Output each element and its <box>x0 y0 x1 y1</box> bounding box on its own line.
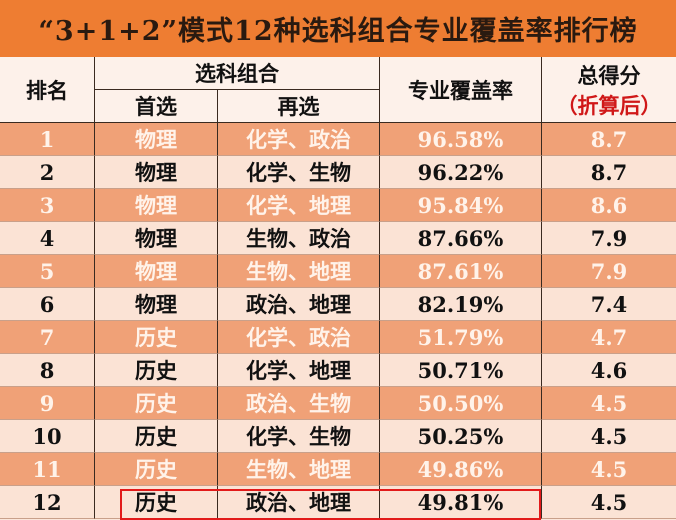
table-row: 5 物理 生物、地理 87.61% 7.9 <box>0 255 676 288</box>
cell-score: 8.6 <box>542 189 676 222</box>
table-row: 11 历史 生物、地理 49.86% 4.5 <box>0 453 676 486</box>
cell-score: 4.5 <box>542 486 676 519</box>
cell-rank: 3 <box>0 189 95 222</box>
cell-first: 历史 <box>95 486 218 519</box>
cell-rank: 7 <box>0 321 95 354</box>
cell-coverage: 96.22% <box>380 156 542 189</box>
cell-second: 化学、政治 <box>218 321 380 354</box>
table-row: 10 历史 化学、生物 50.25% 4.5 <box>0 420 676 453</box>
cell-first: 物理 <box>95 189 218 222</box>
cell-coverage: 50.50% <box>380 387 542 420</box>
header-score-label: 总得分 <box>577 62 641 88</box>
cell-second: 政治、地理 <box>218 486 380 519</box>
cell-rank: 12 <box>0 486 95 519</box>
table-row: 4 物理 生物、政治 87.66% 7.9 <box>0 222 676 255</box>
cell-rank: 9 <box>0 387 95 420</box>
cell-first: 物理 <box>95 255 218 288</box>
cell-rank: 2 <box>0 156 95 189</box>
cell-second: 化学、地理 <box>218 189 380 222</box>
cell-rank: 1 <box>0 123 95 156</box>
cell-rank: 5 <box>0 255 95 288</box>
cell-first: 物理 <box>95 222 218 255</box>
cell-second: 生物、地理 <box>218 453 380 486</box>
table-row: 2 物理 化学、生物 96.22% 8.7 <box>0 156 676 189</box>
table-header: 排名 选科组合 首选 再选 专业覆盖率 总得分 （折算后） <box>0 57 676 123</box>
cell-rank: 10 <box>0 420 95 453</box>
cell-score: 4.5 <box>542 387 676 420</box>
cell-coverage: 87.61% <box>380 255 542 288</box>
cell-score: 7.4 <box>542 288 676 321</box>
cell-first: 物理 <box>95 288 218 321</box>
header-first: 首选 <box>95 90 218 123</box>
cell-coverage: 50.25% <box>380 420 542 453</box>
cell-second: 政治、地理 <box>218 288 380 321</box>
cell-coverage: 87.66% <box>380 222 542 255</box>
cell-coverage: 49.81% <box>380 486 542 519</box>
cell-coverage: 95.84% <box>380 189 542 222</box>
cell-second: 化学、生物 <box>218 420 380 453</box>
cell-second: 化学、生物 <box>218 156 380 189</box>
cell-coverage: 82.19% <box>380 288 542 321</box>
cell-coverage: 96.58% <box>380 123 542 156</box>
header-combo: 选科组合 <box>95 57 380 90</box>
cell-score: 4.5 <box>542 453 676 486</box>
header-score: 总得分 （折算后） <box>542 57 676 123</box>
cell-rank: 4 <box>0 222 95 255</box>
table-row: 12 历史 政治、地理 49.81% 4.5 <box>0 486 676 519</box>
cell-score: 7.9 <box>542 255 676 288</box>
cell-first: 历史 <box>95 387 218 420</box>
cell-first: 历史 <box>95 321 218 354</box>
cell-score: 8.7 <box>542 123 676 156</box>
cell-score: 4.7 <box>542 321 676 354</box>
header-score-note: （折算后） <box>556 92 662 118</box>
cell-first: 历史 <box>95 453 218 486</box>
page-title: “3+1+2”模式12种选科组合专业覆盖率排行榜 <box>0 0 676 57</box>
table-row: 8 历史 化学、地理 50.71% 4.6 <box>0 354 676 387</box>
cell-rank: 8 <box>0 354 95 387</box>
cell-coverage: 51.79% <box>380 321 542 354</box>
cell-second: 生物、政治 <box>218 222 380 255</box>
cell-score: 7.9 <box>542 222 676 255</box>
cell-coverage: 49.86% <box>380 453 542 486</box>
cell-score: 4.5 <box>542 420 676 453</box>
cell-second: 化学、政治 <box>218 123 380 156</box>
cell-score: 4.6 <box>542 354 676 387</box>
cell-second: 化学、地理 <box>218 354 380 387</box>
cell-first: 物理 <box>95 123 218 156</box>
cell-first: 历史 <box>95 420 218 453</box>
cell-rank: 11 <box>0 453 95 486</box>
cell-score: 8.7 <box>542 156 676 189</box>
header-second: 再选 <box>218 90 380 123</box>
cell-second: 生物、地理 <box>218 255 380 288</box>
cell-first: 历史 <box>95 354 218 387</box>
table-row: 7 历史 化学、政治 51.79% 4.7 <box>0 321 676 354</box>
cell-rank: 6 <box>0 288 95 321</box>
table-row: 1 物理 化学、政治 96.58% 8.7 <box>0 123 676 156</box>
cell-first: 物理 <box>95 156 218 189</box>
cell-coverage: 50.71% <box>380 354 542 387</box>
table-row: 6 物理 政治、地理 82.19% 7.4 <box>0 288 676 321</box>
cell-second: 政治、生物 <box>218 387 380 420</box>
header-coverage: 专业覆盖率 <box>380 57 542 123</box>
header-rank: 排名 <box>0 57 95 123</box>
table-row: 9 历史 政治、生物 50.50% 4.5 <box>0 387 676 420</box>
table-row: 3 物理 化学、地理 95.84% 8.6 <box>0 189 676 222</box>
